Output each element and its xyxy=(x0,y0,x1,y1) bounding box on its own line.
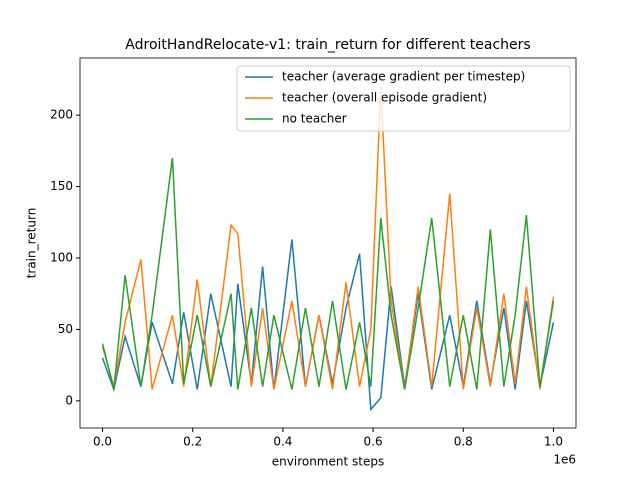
chart-title: AdroitHandRelocate-v1: train_return for … xyxy=(125,37,530,53)
y-tick-label: 0 xyxy=(65,393,73,407)
y-tick-label: 150 xyxy=(50,179,73,193)
plot-frame xyxy=(79,57,577,429)
x-tick-label: 0.8 xyxy=(454,435,473,449)
x-tick-label: 0.6 xyxy=(364,435,383,449)
x-axis-label: environment steps xyxy=(272,455,384,469)
y-tick-label: 100 xyxy=(50,251,73,265)
x-tick-label: 0.4 xyxy=(273,435,292,449)
x-offset-text: 1e6 xyxy=(553,453,576,467)
y-tick-label: 50 xyxy=(58,322,73,336)
series-line xyxy=(101,157,555,390)
y-axis-label: train_return xyxy=(25,208,39,279)
x-tick-label: 0.0 xyxy=(93,435,112,449)
y-tick-label: 200 xyxy=(50,108,73,122)
series-line xyxy=(101,86,555,390)
legend-box xyxy=(236,65,571,132)
x-tick-label: 1.0 xyxy=(544,435,563,449)
legend-label: teacher (average gradient per timestep) xyxy=(282,70,525,84)
legend-label: no teacher xyxy=(282,112,347,126)
legend-label: teacher (overall episode gradient) xyxy=(282,91,487,105)
x-tick-label: 0.2 xyxy=(183,435,202,449)
